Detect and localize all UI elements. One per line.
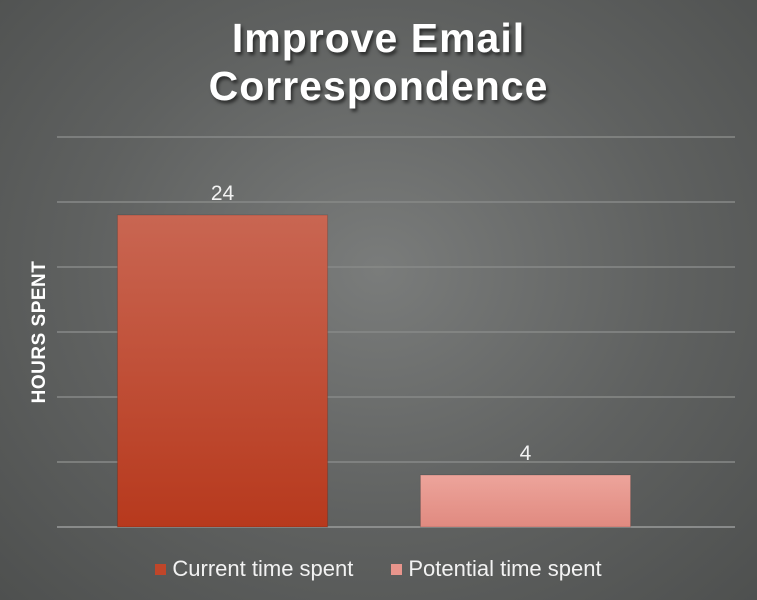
bar-1 [419,474,632,528]
legend-item-current: Current time spent [155,556,353,582]
chart-title-line-1: Improve Email [231,15,526,61]
legend-item-potential: Potential time spent [391,556,602,582]
data-label-1: 4 [520,442,532,465]
legend-label-potential: Potential time spent [408,556,602,581]
legend-swatch-potential [391,563,403,575]
legend-label-current: Current time spent [172,556,354,581]
chart-title-line-2: Correspondence [208,63,549,109]
legend: Current time spent Potential time spent [0,556,757,582]
data-label-0: 24 [211,182,235,205]
bar-0 [116,214,329,528]
chart-title: Improve Email Correspondence [0,14,757,110]
legend-swatch-current [155,563,167,575]
